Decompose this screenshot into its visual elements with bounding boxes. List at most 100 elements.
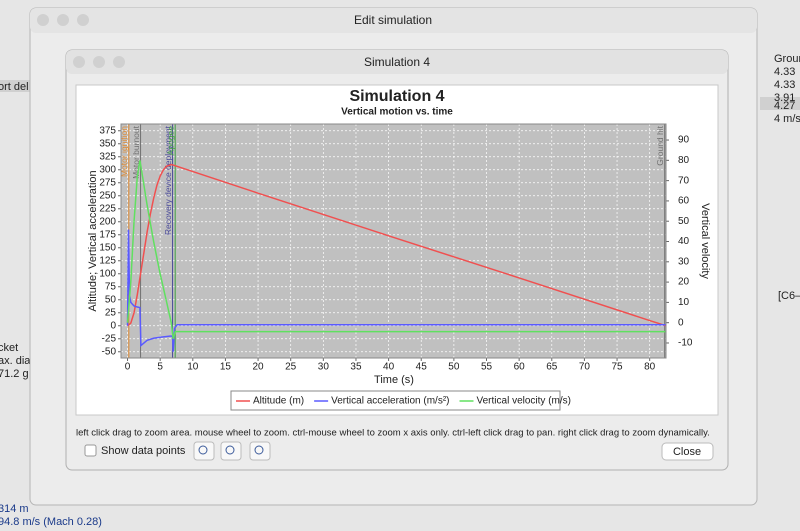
x-tick-label: 70	[579, 362, 591, 373]
checkbox-label[interactable]: Show data points	[101, 445, 186, 457]
x-tick-label: 50	[448, 362, 460, 373]
x-tick-label: 45	[416, 362, 428, 373]
bg-text: ort del	[0, 81, 29, 93]
row	[760, 97, 800, 110]
y2-tick-label: 70	[678, 175, 690, 186]
legend-label: Vertical acceleration (m/s²)	[331, 396, 449, 407]
x-tick-label: 60	[514, 362, 526, 373]
window-button[interactable]	[57, 14, 69, 26]
icon	[225, 445, 235, 455]
y-tick-label: 225	[99, 203, 116, 214]
event-label: Apogee	[165, 126, 175, 156]
chart-subtitle: Vertical motion vs. time	[341, 107, 453, 118]
zoom-in-button[interactable]	[193, 441, 215, 461]
y-tick-label: 275	[99, 177, 116, 188]
window-title: Edit simulation	[354, 13, 432, 27]
x-tick-label: 10	[187, 362, 199, 373]
event-label: Motor ignition	[119, 126, 129, 177]
x-tick-label: 80	[644, 362, 656, 373]
x-axis-label: Time (s)	[374, 374, 414, 386]
legend-label: Altitude (m)	[253, 396, 304, 407]
legend-label: Vertical velocity (m/s)	[477, 396, 571, 407]
y2-tick-label: 60	[678, 196, 690, 207]
y-tick-label: 200	[99, 216, 116, 227]
bg-text: Groun	[774, 53, 800, 65]
event-label: Motor burnout	[131, 125, 141, 179]
series-line	[127, 163, 667, 327]
y-tick-label: 350	[99, 138, 116, 149]
series-line	[126, 229, 666, 352]
close-button[interactable]	[661, 442, 714, 461]
zoom-fit-button[interactable]	[249, 441, 271, 461]
y2-tick-label: 40	[678, 236, 690, 247]
x-tick-label: 40	[383, 362, 395, 373]
window-button[interactable]	[37, 14, 49, 26]
icon	[198, 445, 208, 455]
y-tick-label: 300	[99, 164, 116, 175]
title-bar	[30, 8, 757, 33]
y-tick-label: 175	[99, 229, 116, 240]
event-label: Ground hit	[655, 125, 665, 165]
y-tick-label: 150	[99, 242, 116, 253]
window-button[interactable]	[73, 56, 85, 68]
y2-tick-label: 90	[678, 135, 690, 146]
event-label: Recovery device deployment	[163, 125, 173, 235]
plot: 0 5 10 15 20 25 30 35 40 45 50 55 60 65 70 75 80 -50 -25 0 2…	[99, 123, 693, 373]
y2-axis-label: Vertical velocity	[699, 203, 711, 279]
y-tick-label: 325	[99, 151, 116, 162]
x-tick-label: 30	[318, 362, 330, 373]
x-tick-label: 35	[350, 362, 362, 373]
bg-text: 314 m	[0, 503, 29, 515]
bg-text: 4 m/s	[774, 113, 800, 125]
instructions: left click drag to zoom area. mouse whee…	[76, 428, 710, 439]
y-tick-label: 125	[99, 255, 116, 266]
bg-text: 71.2 g	[0, 368, 29, 380]
y-tick-label: 50	[105, 294, 117, 305]
checkbox[interactable]	[84, 444, 97, 457]
title-bar	[66, 50, 728, 74]
x-tick-label: 65	[546, 362, 558, 373]
x-tick-label: 15	[220, 362, 232, 373]
y-tick-label: 375	[99, 125, 116, 136]
x-tick-label: 55	[481, 362, 493, 373]
close-label[interactable]: Close	[673, 446, 701, 458]
y-tick-label: 100	[99, 268, 116, 279]
bg-text: 4.33	[774, 66, 795, 78]
y-tick-label: 75	[105, 281, 117, 292]
x-tick-label: 0	[125, 362, 131, 373]
y-tick-label: 25	[105, 307, 117, 318]
bg-text: 3.91	[774, 92, 795, 104]
y2-tick-label: 0	[678, 317, 684, 328]
y2-tick-label: 50	[678, 216, 690, 227]
y2-tick-label: 80	[678, 155, 690, 166]
y-tick-label: 0	[110, 320, 116, 331]
window-button[interactable]	[113, 56, 125, 68]
legend	[230, 390, 561, 411]
y2-tick-label: 30	[678, 256, 690, 267]
bg-text: 4.33	[774, 79, 795, 91]
x-tick-label: 75	[611, 362, 623, 373]
y-tick-label: 250	[99, 190, 116, 201]
icon	[254, 445, 264, 455]
y-axis-label: Altitude; Vertical acceleration	[87, 170, 99, 311]
chart-title: Simulation 4	[349, 88, 444, 105]
y2-tick-label: 10	[678, 297, 690, 308]
x-tick-label: 20	[253, 362, 265, 373]
y-tick-label: -50	[102, 346, 117, 357]
zoom-out-button[interactable]	[220, 441, 242, 461]
series-line	[126, 160, 666, 340]
plot-border	[120, 123, 667, 359]
x-tick-label: 5	[157, 362, 163, 373]
y-tick-label: -25	[102, 333, 117, 344]
y2-tick-label: 20	[678, 277, 690, 288]
window-button[interactable]	[77, 14, 89, 26]
plot-area[interactable]	[121, 124, 666, 358]
bg-text: cket	[0, 342, 18, 354]
dialog-title: Simulation 4	[364, 55, 430, 69]
bg-text: [C6–	[778, 290, 800, 302]
window-button[interactable]	[93, 56, 105, 68]
row	[0, 80, 30, 92]
x-tick-label: 25	[285, 362, 297, 373]
